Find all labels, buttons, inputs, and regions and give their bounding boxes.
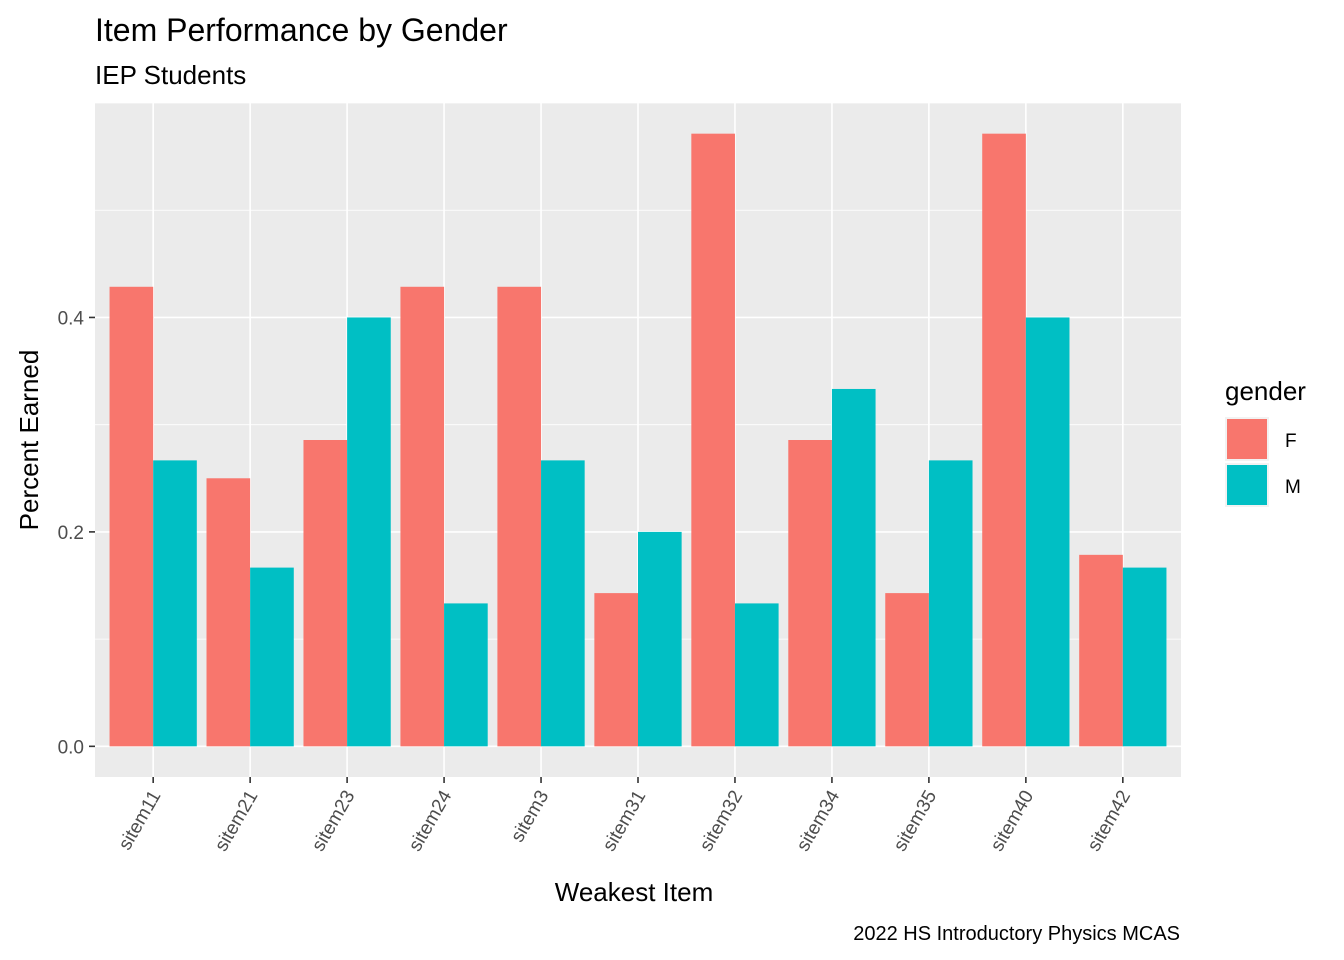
legend-key-F: [1227, 419, 1267, 459]
bar-M-sitem34: [831, 388, 876, 747]
bar-M-sitem35: [928, 460, 973, 747]
bar-F-sitem35: [885, 593, 929, 747]
bar-F-sitem24: [400, 286, 445, 747]
x-tick-label: sitem40: [987, 787, 1038, 855]
bar-F-sitem42: [1079, 554, 1123, 747]
x-tick-label: sitem3: [507, 787, 553, 846]
legend: gender F M: [1225, 376, 1306, 507]
x-tick-label: sitem35: [890, 787, 941, 855]
bar-F-sitem32: [691, 133, 735, 747]
bar-F-sitem34: [788, 440, 832, 747]
bar-F-sitem23: [303, 440, 348, 747]
bar-M-sitem42: [1122, 567, 1167, 747]
x-axis-title: Weakest Item: [555, 877, 713, 907]
x-tick-label: sitem21: [211, 787, 262, 855]
y-tick-label: 0.2: [58, 523, 84, 544]
bar-M-sitem24: [444, 603, 488, 747]
bars: [109, 133, 1167, 747]
bar-M-sitem3: [541, 460, 585, 747]
x-tick-label: sitem11: [115, 787, 166, 854]
y-axis-title: Percent Earned: [14, 350, 44, 531]
y-tick-label: 0.0: [58, 737, 84, 758]
legend-title: gender: [1225, 376, 1306, 406]
legend-key-M: [1227, 465, 1267, 505]
bar-F-sitem21: [206, 478, 251, 747]
bar-M-sitem32: [734, 603, 779, 747]
x-tick-label: sitem23: [308, 787, 359, 855]
bar-M-sitem21: [250, 567, 294, 747]
y-tick-label: 0.4: [58, 308, 85, 329]
bar-F-sitem40: [982, 133, 1026, 747]
bar-M-sitem40: [1025, 317, 1070, 747]
x-tick-label: sitem24: [405, 787, 457, 855]
bar-M-sitem31: [638, 531, 682, 747]
bar-F-sitem3: [497, 286, 542, 747]
x-tick-label: sitem42: [1084, 787, 1135, 855]
legend-label-F: F: [1285, 431, 1297, 452]
y-axis: 0.0 0.2 0.4: [58, 308, 95, 758]
bar-M-sitem11: [153, 460, 197, 747]
bar-F-sitem11: [109, 286, 154, 747]
bar-M-sitem23: [347, 317, 391, 747]
x-tick-label: sitem32: [696, 787, 747, 855]
chart-subtitle: IEP Students: [95, 60, 246, 90]
chart-caption: 2022 HS Introductory Physics MCAS: [853, 923, 1180, 945]
legend-label-M: M: [1285, 477, 1301, 498]
x-tick-label: sitem34: [793, 787, 845, 855]
x-axis: sitem11 sitem21 sitem23 sitem24 sitem3 sitem3…: [115, 777, 1135, 855]
bar-F-sitem31: [594, 593, 638, 747]
chart-title: Item Performance by Gender: [95, 12, 508, 48]
x-tick-label: sitem31: [599, 787, 650, 855]
